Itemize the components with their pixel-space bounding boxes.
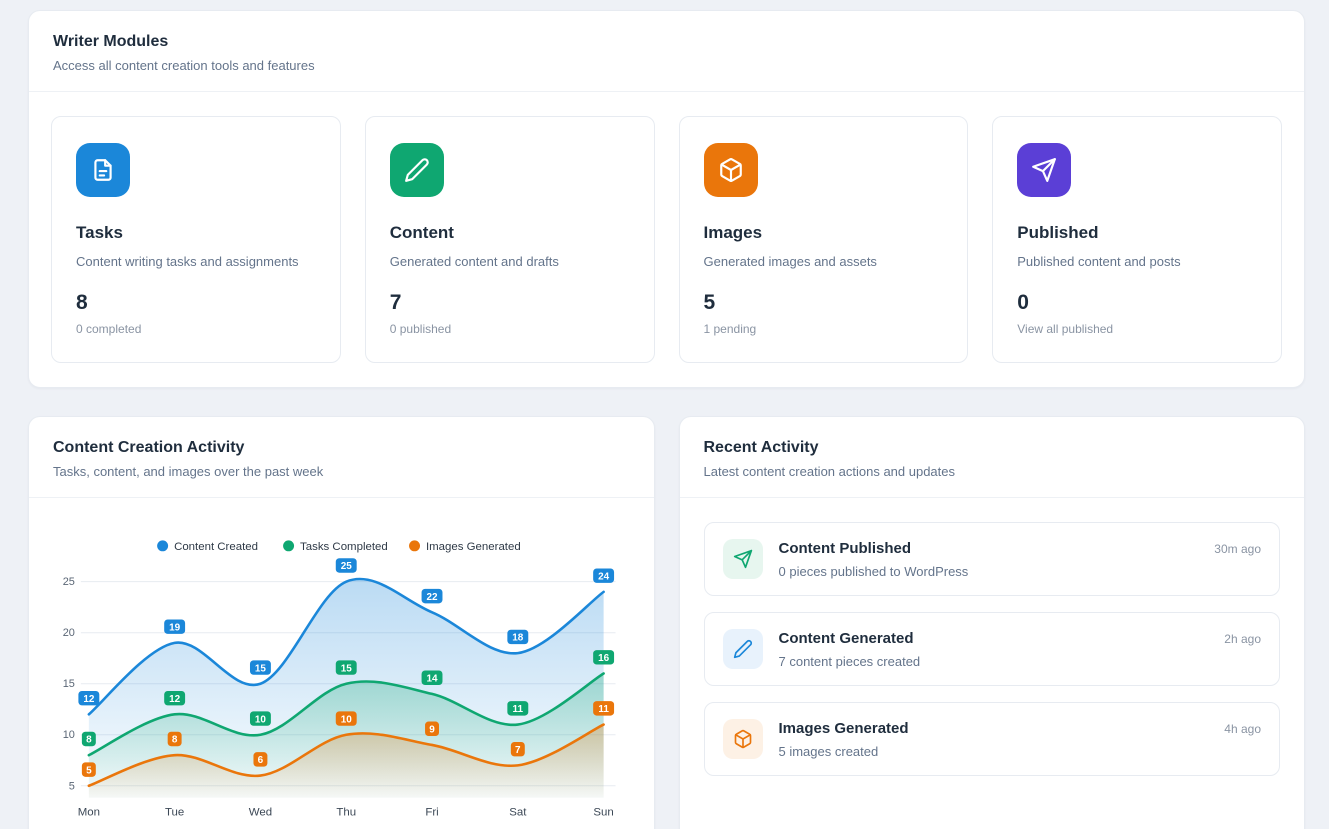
svg-text:19: 19 [169,622,181,633]
recent-subtitle: Latest content creation actions and upda… [703,463,956,479]
module-description: Generated images and assets [703,254,877,269]
module-count: 5 [703,290,716,314]
svg-text:10: 10 [341,714,353,725]
svg-text:10: 10 [63,729,75,741]
svg-text:12: 12 [83,693,95,704]
module-card-content[interactable]: Content Generated content and drafts 7 0… [364,116,655,363]
recent-activity-card: Recent Activity Latest content creation … [678,415,1305,829]
recent-activity-list: Content Published 0 pieces published to … [680,498,1305,800]
svg-text:Tasks Completed: Tasks Completed [300,540,388,552]
svg-text:10: 10 [255,714,267,725]
activity-chart-header: Content Creation Activity Tasks, content… [29,417,654,498]
chart-title: Content Creation Activity [53,438,245,456]
content-creation-activity-card: Content Creation Activity Tasks, content… [28,415,655,829]
recent-item-body: Content Generated 7 content pieces creat… [779,629,1209,669]
recent-item-body: Images Generated 5 images created [779,719,1209,759]
svg-text:16: 16 [598,653,610,664]
module-sub-label: 0 completed [76,321,142,336]
svg-text:12: 12 [169,693,181,704]
module-count: 0 [1017,290,1029,314]
svg-text:Sat: Sat [509,806,527,818]
writer-modules-card: Writer Modules Access all content creati… [28,10,1305,388]
svg-text:22: 22 [426,591,438,602]
svg-text:11: 11 [513,704,524,715]
svg-text:6: 6 [258,755,264,766]
svg-text:Wed: Wed [249,806,272,818]
recent-item-content-generated[interactable]: Content Generated 7 content pieces creat… [703,611,1280,686]
bottom-row: Content Creation Activity Tasks, content… [28,415,1305,829]
cube-icon [722,718,763,759]
module-title: Published [1017,223,1099,242]
svg-text:Tue: Tue [165,806,184,818]
svg-text:8: 8 [172,734,178,745]
svg-text:11: 11 [598,704,609,715]
svg-text:5: 5 [69,780,75,792]
modules-grid: Tasks Content writing tasks and assignme… [29,92,1304,387]
chart-subtitle: Tasks, content, and images over the past… [53,463,324,479]
svg-text:7: 7 [515,744,521,755]
recent-item-description: 5 images created [778,743,879,759]
svg-text:Thu: Thu [336,806,356,818]
svg-text:Images Generated: Images Generated [426,540,521,552]
recent-item-description: 7 content pieces created [778,653,921,669]
module-sub-label: 0 published [389,321,452,336]
recent-item-title: Content Generated [778,629,914,647]
cube-icon [703,143,758,197]
svg-text:24: 24 [598,571,610,582]
recent-item-content-published[interactable]: Content Published 0 pieces published to … [703,521,1280,596]
module-description: Content writing tasks and assignments [76,254,299,269]
svg-text:15: 15 [341,663,353,674]
send-icon [1017,143,1072,197]
pencil-icon [722,628,763,669]
module-title: Content [389,223,454,242]
svg-text:8: 8 [86,734,92,745]
page-title: Writer Modules [53,33,169,50]
svg-text:15: 15 [255,663,267,674]
pencil-icon [389,143,444,197]
module-description: Published content and posts [1017,254,1181,269]
svg-text:15: 15 [63,678,75,690]
activity-line-chart: 5 10 15 20 25 Mon Tue Wed Thu Fri Sat Sun 12 19 15 25 22… [29,498,654,825]
svg-text:Content Created: Content Created [174,540,258,552]
module-card-published[interactable]: Published Published content and posts 0 … [992,116,1282,363]
recent-title: Recent Activity [703,438,819,456]
svg-text:25: 25 [341,561,353,572]
svg-text:25: 25 [63,576,75,588]
send-icon [722,538,763,579]
svg-text:5: 5 [86,765,92,776]
recent-item-timestamp: 4h ago [1224,721,1261,736]
svg-text:20: 20 [63,627,75,639]
recent-item-title: Images Generated [778,719,909,737]
recent-item-description: 0 pieces published to WordPress [778,563,969,579]
module-card-images[interactable]: Images Generated images and assets 5 1 p… [678,116,969,363]
svg-text:Sun: Sun [593,806,613,818]
recent-item-timestamp: 2h ago [1224,631,1261,646]
module-sub-label: View all published [1017,321,1114,336]
svg-text:9: 9 [429,724,435,735]
module-sub-label: 1 pending [703,321,757,336]
module-count: 8 [76,290,88,314]
recent-item-body: Content Published 0 pieces published to … [779,539,1199,579]
module-title: Tasks [76,223,123,242]
module-count: 7 [389,290,402,314]
svg-text:Mon: Mon [78,806,100,818]
module-title: Images [703,223,763,242]
svg-text:14: 14 [426,673,438,684]
writer-modules-header: Writer Modules Access all content creati… [29,11,1304,92]
document-icon [76,143,130,197]
recent-activity-header: Recent Activity Latest content creation … [679,417,1304,498]
svg-text:18: 18 [512,632,524,643]
svg-text:Fri: Fri [425,806,438,818]
recent-item-images-generated[interactable]: Images Generated 5 images created 4h ago [703,701,1280,776]
recent-item-timestamp: 30m ago [1214,541,1261,556]
module-description: Generated content and drafts [389,254,559,269]
line-chart-svg: 5 10 15 20 25 Mon Tue Wed Thu Fri Sat Sun 12 19 15 25 22… [63,539,616,818]
module-card-tasks[interactable]: Tasks Content writing tasks and assignme… [51,116,341,363]
recent-item-title: Content Published [778,539,912,557]
page-subtitle: Access all content creation tools and fe… [53,58,315,73]
